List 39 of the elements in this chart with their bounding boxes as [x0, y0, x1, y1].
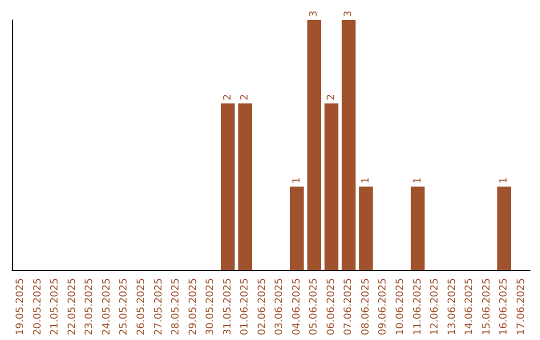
x-tick-label: 30.05.2025	[205, 278, 216, 336]
x-tick-label: 24.05.2025	[101, 278, 112, 336]
x-tick-label: 14.06.2025	[464, 278, 476, 336]
x-tick-label: 05.06.2025	[308, 278, 320, 336]
x-tick-label: 13.06.2025	[446, 278, 458, 336]
x-tick-label: 20.05.2025	[32, 278, 44, 336]
x-tick-label: 25.05.2025	[118, 278, 130, 336]
x-tick-label: 15.06.2025	[481, 278, 492, 336]
data-label: 1	[412, 177, 424, 184]
x-tick-label: 16.06.2025	[498, 278, 510, 336]
x-tick-label: 27.05.2025	[153, 278, 164, 336]
data-label: 1	[291, 177, 302, 184]
data-label: 2	[326, 94, 337, 100]
x-tick-label: 07.06.2025	[343, 278, 354, 336]
x-tick-label: 03.06.2025	[274, 278, 286, 336]
x-tick-label: 28.05.2025	[170, 278, 182, 336]
x-tick-label: 29.05.2025	[188, 278, 199, 336]
x-tick-label: 08.06.2025	[360, 278, 372, 336]
data-label: 1	[498, 177, 510, 184]
data-label: 2	[222, 94, 234, 100]
x-tick-label: 12.06.2025	[430, 278, 441, 336]
x-tick-label: 31.05.2025	[222, 278, 234, 336]
x-tick-label: 11.06.2025	[412, 278, 424, 336]
data-label: 2	[240, 94, 251, 100]
x-tick-label: 09.06.2025	[378, 278, 389, 336]
data-label: 3	[343, 10, 354, 17]
x-tick-label: 06.06.2025	[326, 278, 337, 336]
x-tick-label: 22.05.2025	[66, 278, 78, 336]
x-tick-label: 10.06.2025	[395, 278, 406, 336]
data-label: 3	[308, 10, 320, 17]
x-tick-label: 23.05.2025	[84, 278, 96, 336]
x-tick-label: 19.05.2025	[15, 278, 26, 336]
x-tick-label: 17.06.2025	[516, 278, 527, 336]
x-tick-label: 02.06.2025	[256, 278, 268, 336]
x-tick-label: 01.06.2025	[240, 278, 251, 336]
x-tick-label: 21.05.2025	[50, 278, 61, 336]
x-tick-label: 26.05.2025	[136, 278, 147, 336]
x-tick-label: 04.06.2025	[291, 278, 302, 336]
data-label: 1	[360, 177, 372, 184]
